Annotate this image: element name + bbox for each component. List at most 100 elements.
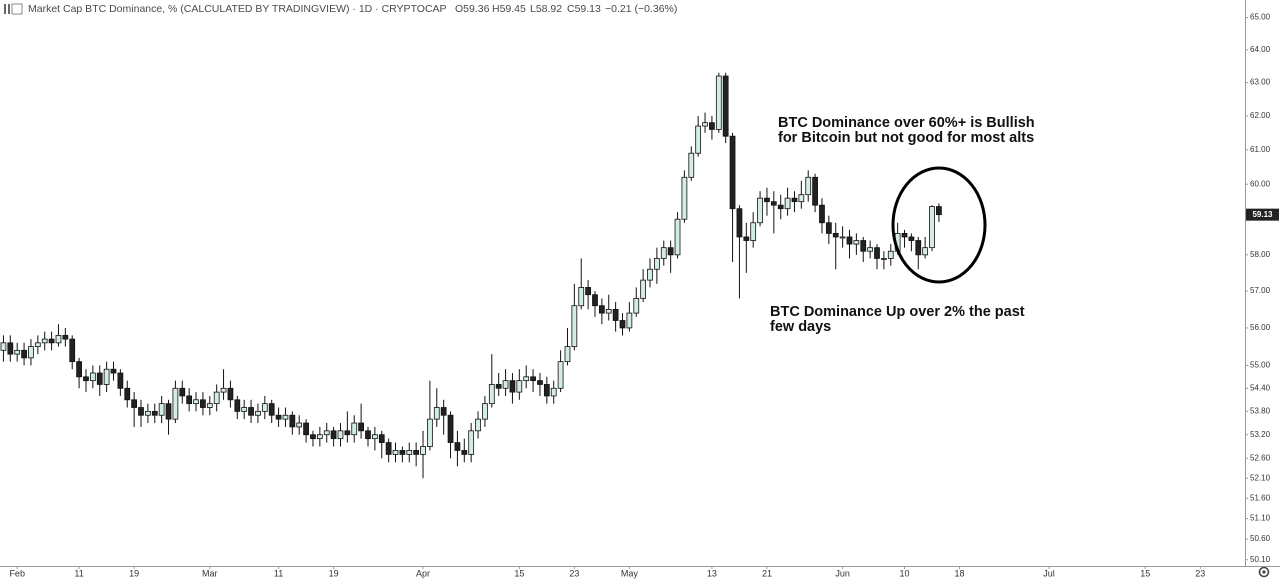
candle-body xyxy=(124,387,131,401)
annotation-line: BTC Dominance over 60%+ is Bullish xyxy=(778,115,1035,131)
candle-body xyxy=(495,384,502,389)
y-tick-label: 56.00 xyxy=(1250,323,1271,332)
candle-body xyxy=(488,384,495,405)
candle-body xyxy=(7,342,14,355)
y-tick-label: 51.10 xyxy=(1250,514,1271,523)
candle-body xyxy=(62,334,69,340)
candle-body xyxy=(550,387,557,397)
candle-body xyxy=(509,380,516,393)
settings-icon[interactable] xyxy=(1258,566,1270,578)
candle-body xyxy=(860,240,867,252)
candle-body xyxy=(138,407,144,416)
candle-body xyxy=(770,201,777,206)
candle-body xyxy=(846,236,853,245)
y-tick-label: 50.60 xyxy=(1250,534,1271,543)
candle-body xyxy=(901,233,908,238)
candle-body xyxy=(729,135,736,210)
x-tick-label: 21 xyxy=(762,568,772,578)
candle-body xyxy=(268,403,275,416)
candle-body xyxy=(103,368,110,385)
candle-body xyxy=(523,376,530,382)
candle-body xyxy=(378,434,385,443)
candle-body xyxy=(55,334,62,344)
candle-body xyxy=(681,176,688,220)
candle-body xyxy=(702,122,708,127)
y-tick-label: 65.00 xyxy=(1250,13,1271,22)
candle-body xyxy=(206,403,213,408)
symbol-icon xyxy=(4,3,23,15)
candle-body xyxy=(117,372,124,389)
candle-body xyxy=(193,399,199,405)
candle-body xyxy=(151,410,158,416)
candle-body xyxy=(69,338,76,363)
candle-body xyxy=(110,368,117,374)
candle-body xyxy=(592,294,598,307)
candle-body xyxy=(365,430,371,440)
ohlc-close: C59.13 xyxy=(567,3,601,15)
candle-body xyxy=(764,197,770,203)
candle-body xyxy=(633,297,640,314)
candle-body xyxy=(48,338,55,344)
candle-body xyxy=(688,152,695,178)
candle-body xyxy=(667,247,674,256)
candle-body xyxy=(282,414,289,420)
candle-body xyxy=(612,309,619,321)
candle-body xyxy=(420,446,426,455)
candle-body xyxy=(709,122,715,130)
candle-body xyxy=(186,395,193,405)
x-tick-label: 11 xyxy=(274,568,283,578)
x-tick-label: 11 xyxy=(74,568,83,578)
ohlc-low: L58.92 xyxy=(530,3,562,15)
candle-body xyxy=(798,194,805,203)
candle-body xyxy=(371,434,378,440)
candle-body xyxy=(21,349,27,359)
candle-body xyxy=(351,422,358,436)
y-tick-label: 55.00 xyxy=(1250,361,1271,370)
candle-body xyxy=(922,247,929,256)
y-tick-label: 53.80 xyxy=(1250,406,1271,415)
candle-body xyxy=(76,361,82,378)
candle-body xyxy=(867,247,874,252)
candle-body xyxy=(929,206,935,249)
candle-body xyxy=(337,430,344,440)
y-tick-label: 57.00 xyxy=(1250,286,1271,295)
candle-body xyxy=(825,222,832,234)
candle-body xyxy=(757,197,763,224)
candle-body xyxy=(805,176,812,196)
candle-body xyxy=(289,414,296,428)
candle-body xyxy=(777,204,784,210)
x-tick-label: Jul xyxy=(1043,568,1055,578)
candle-body xyxy=(165,403,172,420)
candle-body xyxy=(427,418,433,447)
candle-body xyxy=(881,258,887,260)
candle-body xyxy=(14,349,21,355)
candle-body xyxy=(722,75,729,137)
candle-body xyxy=(887,250,894,259)
annotation-line: BTC Dominance Up over 2% the past xyxy=(770,304,1025,320)
candle-body xyxy=(537,380,543,385)
candle-body xyxy=(234,399,241,412)
candle-body xyxy=(936,206,942,216)
x-tick-label: 13 xyxy=(707,568,717,578)
candle-body xyxy=(564,346,571,363)
candle-body xyxy=(791,197,798,203)
candle-body xyxy=(413,450,420,455)
candle-body xyxy=(647,268,653,281)
x-tick-label: May xyxy=(621,568,639,578)
candle-body xyxy=(812,176,818,206)
candle-body xyxy=(275,414,282,420)
y-tick-label: 50.10 xyxy=(1250,555,1271,564)
candle-body xyxy=(392,450,399,455)
chart-title: Market Cap BTC Dominance, % (CALCULATED … xyxy=(28,3,447,15)
candle-body xyxy=(385,442,392,455)
candle-body xyxy=(516,380,523,393)
candle-body xyxy=(530,376,536,382)
candle-body xyxy=(303,422,309,436)
x-tick-label: 23 xyxy=(1195,568,1205,578)
ohlc-open: O59.36 xyxy=(455,3,490,15)
x-tick-label: Apr xyxy=(416,568,430,578)
annotation-line: for Bitcoin but not good for most alts xyxy=(778,130,1034,146)
y-tick-label: 61.00 xyxy=(1250,145,1271,154)
y-tick-label: 60.00 xyxy=(1250,179,1271,188)
